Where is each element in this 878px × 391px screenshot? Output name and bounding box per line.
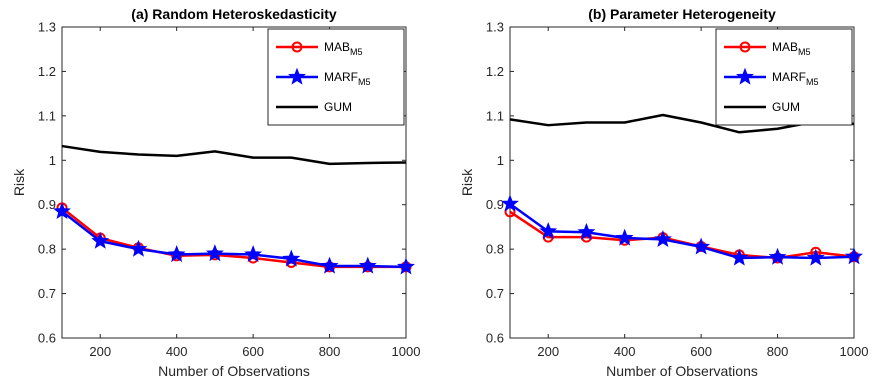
data-point bbox=[615, 228, 634, 246]
legend-entry-marf: MARFM5 bbox=[276, 67, 371, 87]
data-point bbox=[539, 221, 558, 239]
x-tick-label: 600 bbox=[690, 344, 712, 359]
chart-panel-b: (b) Parameter Heterogeneity 0.6 0.7 0.8 0.9 1… bbox=[459, 6, 868, 379]
series-gum bbox=[61, 144, 407, 166]
x-tick-label: 1000 bbox=[392, 344, 421, 359]
plot-area bbox=[509, 26, 855, 339]
series-line-gum bbox=[61, 144, 407, 166]
legend-label-name: MARF bbox=[324, 70, 358, 84]
series-marf bbox=[501, 194, 863, 266]
chart-title: (b) Parameter Heterogeneity bbox=[588, 6, 776, 22]
y-tick-label: 1.2 bbox=[38, 64, 56, 79]
legend-label: MARFM5 bbox=[772, 70, 819, 87]
y-tick-label: 0.8 bbox=[486, 242, 504, 257]
data-point bbox=[806, 248, 825, 266]
chart-title: (a) Random Heteroskedasticity bbox=[131, 6, 337, 22]
legend-label: MABM5 bbox=[324, 40, 363, 57]
y-tick-label: 1.3 bbox=[486, 20, 504, 35]
data-point bbox=[845, 247, 863, 265]
x-tick-label: 400 bbox=[614, 344, 636, 359]
legend-label-subscript: M5 bbox=[350, 47, 363, 57]
y-tick-label: 1.1 bbox=[38, 108, 56, 123]
series-mab bbox=[56, 202, 412, 273]
data-point bbox=[577, 222, 596, 240]
x-tick-label: 200 bbox=[89, 344, 111, 359]
y-tick-label: 0.8 bbox=[38, 242, 56, 257]
y-tick-label: 0.6 bbox=[38, 331, 56, 346]
data-point bbox=[397, 257, 415, 275]
y-tick-label: 1.2 bbox=[486, 64, 504, 79]
y-tick-label: 1 bbox=[497, 153, 504, 168]
y-tick-label: 0.9 bbox=[486, 197, 504, 212]
y-axis-label: Risk bbox=[11, 168, 27, 196]
y-tick-label: 0.6 bbox=[486, 331, 504, 346]
legend-marker bbox=[736, 67, 754, 85]
data-point bbox=[768, 247, 787, 265]
series-marf bbox=[53, 201, 415, 275]
legend-marker bbox=[291, 41, 303, 53]
legend-label-name: MARF bbox=[772, 70, 806, 84]
data-point bbox=[282, 249, 301, 267]
x-tick-label: 800 bbox=[319, 344, 341, 359]
x-axis-label: Number of Observations bbox=[158, 363, 310, 379]
legend-marker bbox=[288, 67, 306, 85]
data-point bbox=[53, 201, 71, 219]
y-tick-label: 1.3 bbox=[38, 20, 56, 35]
data-point bbox=[167, 245, 186, 263]
x-tick-label: 400 bbox=[166, 344, 188, 359]
legend-marker bbox=[739, 41, 751, 53]
legend-label-subscript: M5 bbox=[798, 47, 811, 57]
y-tick-label: 1.1 bbox=[486, 108, 504, 123]
data-point bbox=[320, 256, 339, 274]
series-mab bbox=[504, 206, 860, 264]
data-point bbox=[129, 239, 148, 257]
x-tick-label: 600 bbox=[242, 344, 264, 359]
legend-entry-gum: GUM bbox=[276, 100, 352, 114]
legend-label-subscript: M5 bbox=[358, 77, 371, 87]
series-line-marf bbox=[509, 202, 855, 260]
legend-label: MABM5 bbox=[772, 40, 811, 57]
y-tick-label: 1 bbox=[49, 153, 56, 168]
x-axis-label: Number of Observations bbox=[606, 363, 758, 379]
data-point bbox=[244, 245, 263, 263]
data-point bbox=[205, 244, 224, 262]
data-point bbox=[501, 194, 519, 212]
y-tick-label: 0.9 bbox=[38, 197, 56, 212]
legend-label: MARFM5 bbox=[324, 70, 371, 87]
legend-entry-gum: GUM bbox=[724, 100, 800, 114]
legend-label-name: GUM bbox=[772, 100, 800, 114]
chart-panel-a: (a) Random Heteroskedasticity 0.6 0.7 0.8 0.… bbox=[11, 6, 420, 379]
series-line-marf bbox=[61, 210, 407, 269]
legend-label-subscript: M5 bbox=[806, 77, 819, 87]
legend-entry-mab: MABM5 bbox=[724, 40, 811, 57]
legend-label-name: GUM bbox=[324, 100, 352, 114]
plot-area bbox=[61, 26, 407, 339]
data-point bbox=[730, 248, 749, 266]
legend-label: GUM bbox=[324, 100, 352, 114]
legend-entry-marf: MARFM5 bbox=[724, 67, 819, 87]
data-point bbox=[91, 231, 110, 249]
legend-label-name: MAB bbox=[772, 40, 798, 54]
legend-entry-mab: MABM5 bbox=[276, 40, 363, 57]
y-axis-label: Risk bbox=[459, 168, 475, 196]
series-line-mab bbox=[61, 206, 406, 269]
series-line-mab bbox=[509, 210, 855, 260]
data-point bbox=[692, 237, 711, 255]
x-tick-label: 800 bbox=[767, 344, 789, 359]
data-point bbox=[653, 229, 672, 247]
y-tick-label: 0.7 bbox=[38, 286, 56, 301]
x-tick-label: 200 bbox=[537, 344, 559, 359]
x-tick-label: 1000 bbox=[840, 344, 869, 359]
data-point bbox=[358, 256, 377, 274]
y-tick-label: 0.7 bbox=[486, 286, 504, 301]
legend-label-name: MAB bbox=[324, 40, 350, 54]
legend-label: GUM bbox=[772, 100, 800, 114]
